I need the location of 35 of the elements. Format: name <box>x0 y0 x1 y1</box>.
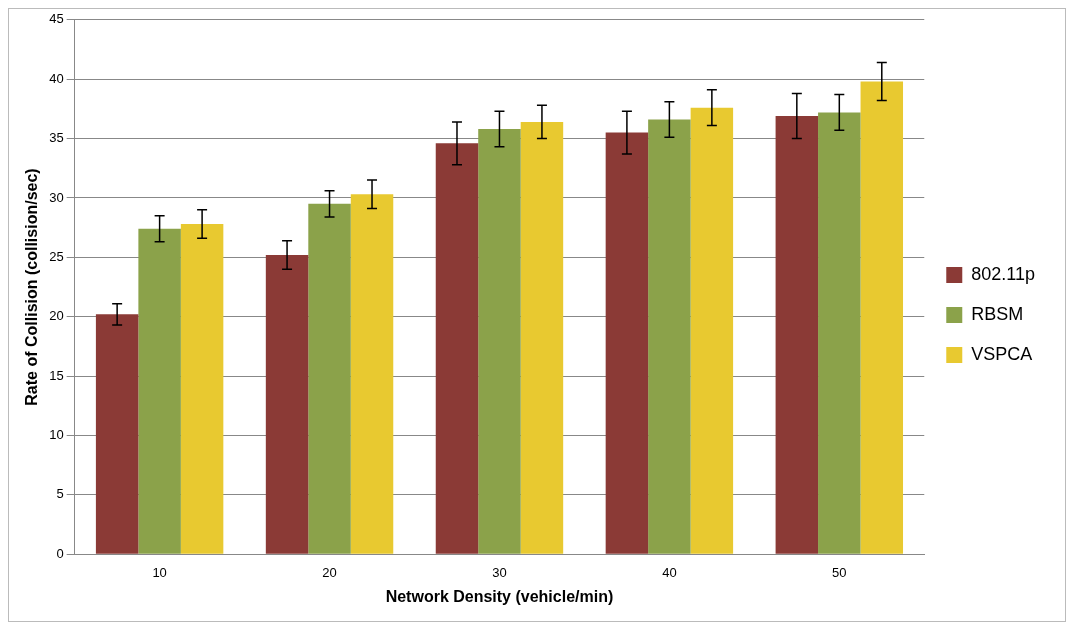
bar <box>435 143 479 554</box>
x-tick-label: 10 <box>152 564 167 580</box>
x-tick-label: 40 <box>662 564 677 580</box>
legend-label: VSPCA <box>971 343 1033 364</box>
bar <box>180 224 224 554</box>
bar <box>605 132 649 554</box>
bar <box>478 129 521 554</box>
bar <box>860 81 904 554</box>
bar <box>95 314 139 554</box>
y-tick-label: 10 <box>49 427 64 443</box>
y-tick-label: 45 <box>49 11 64 27</box>
y-tick-label: 40 <box>49 70 64 86</box>
legend-label: 802.11p <box>971 263 1035 284</box>
y-tick-label: 35 <box>49 130 64 146</box>
bar <box>648 119 691 554</box>
bar <box>520 121 564 554</box>
y-tick-label: 30 <box>49 189 64 205</box>
legend-label: RBSM <box>971 303 1024 324</box>
bar <box>350 194 394 554</box>
x-axis-title: Network Density (vehicle/min) <box>385 587 614 605</box>
y-tick-label: 25 <box>49 248 64 264</box>
bar <box>690 107 734 554</box>
x-tick-label: 50 <box>832 564 847 580</box>
bar <box>308 203 351 554</box>
y-axis-title: Rate of Collision (collision/sec) <box>23 168 41 406</box>
x-tick-label: 30 <box>492 564 507 580</box>
bar <box>775 115 819 554</box>
y-tick-label: 0 <box>56 545 64 561</box>
bar <box>138 228 181 554</box>
y-tick-label: 5 <box>56 486 64 502</box>
y-tick-label: 20 <box>49 308 64 324</box>
y-tick-label: 15 <box>49 367 64 383</box>
bar <box>818 112 861 554</box>
bar <box>265 254 309 554</box>
x-tick-label: 20 <box>322 564 337 580</box>
